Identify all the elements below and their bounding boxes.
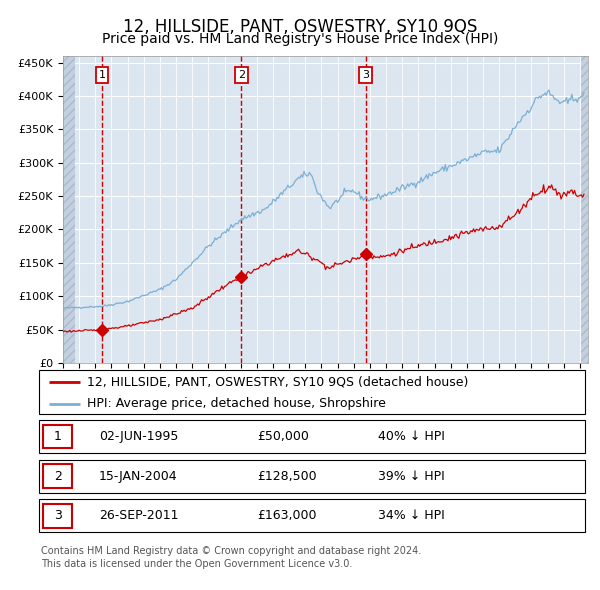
Text: 34% ↓ HPI: 34% ↓ HPI (377, 509, 444, 522)
Text: 3: 3 (362, 70, 369, 80)
Bar (43, 504, 72, 527)
Bar (43, 425, 72, 448)
Text: 3: 3 (53, 509, 62, 522)
Text: 12, HILLSIDE, PANT, OSWESTRY, SY10 9QS: 12, HILLSIDE, PANT, OSWESTRY, SY10 9QS (123, 18, 477, 36)
Text: £50,000: £50,000 (257, 430, 309, 443)
Text: 39% ↓ HPI: 39% ↓ HPI (377, 470, 444, 483)
Text: 2: 2 (53, 470, 62, 483)
Text: 26-SEP-2011: 26-SEP-2011 (99, 509, 179, 522)
Text: 02-JUN-1995: 02-JUN-1995 (99, 430, 178, 443)
Text: 1: 1 (53, 430, 62, 443)
Text: £163,000: £163,000 (257, 509, 317, 522)
Text: 12, HILLSIDE, PANT, OSWESTRY, SY10 9QS (detached house): 12, HILLSIDE, PANT, OSWESTRY, SY10 9QS (… (86, 376, 468, 389)
Text: 2: 2 (238, 70, 245, 80)
Text: 40% ↓ HPI: 40% ↓ HPI (377, 430, 445, 443)
Text: This data is licensed under the Open Government Licence v3.0.: This data is licensed under the Open Gov… (41, 559, 352, 569)
Text: £128,500: £128,500 (257, 470, 317, 483)
Text: HPI: Average price, detached house, Shropshire: HPI: Average price, detached house, Shro… (86, 397, 385, 410)
Text: 15-JAN-2004: 15-JAN-2004 (99, 470, 178, 483)
Bar (43, 464, 72, 488)
Text: 1: 1 (98, 70, 106, 80)
Text: Contains HM Land Registry data © Crown copyright and database right 2024.: Contains HM Land Registry data © Crown c… (41, 546, 421, 556)
Text: Price paid vs. HM Land Registry's House Price Index (HPI): Price paid vs. HM Land Registry's House … (102, 32, 498, 47)
